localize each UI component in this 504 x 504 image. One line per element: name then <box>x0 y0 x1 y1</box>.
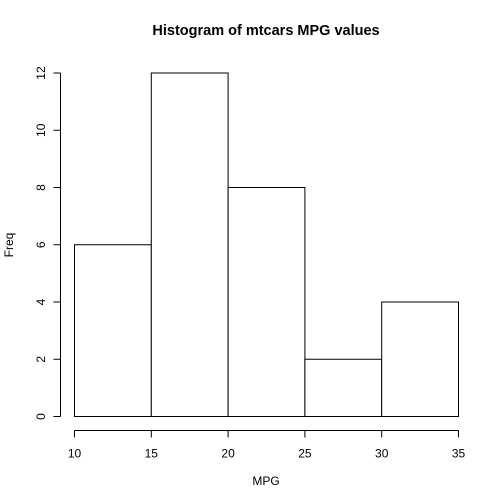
y-tick-label: 2 <box>34 356 48 363</box>
chart-title: Histogram of mtcars MPG values <box>152 23 379 39</box>
x-tick-label: 15 <box>145 447 159 461</box>
histogram-bar-4 <box>304 358 383 417</box>
y-tick-label: 12 <box>34 66 48 80</box>
y-tick-label: 8 <box>34 184 48 191</box>
bars-group <box>74 72 460 417</box>
x-tick-label: 35 <box>452 447 466 461</box>
y-axis: 0 2 4 6 8 10 12 <box>34 66 61 420</box>
y-tick-label: 4 <box>34 298 48 305</box>
y-tick-label: 10 <box>34 123 48 137</box>
x-tick-label: 20 <box>221 447 235 461</box>
y-tick-label: 6 <box>34 241 48 248</box>
y-axis-label: Freq <box>2 233 16 258</box>
histogram-bar-5 <box>381 301 460 417</box>
x-axis: 10 15 20 25 30 35 <box>68 430 466 461</box>
x-axis-label: MPG <box>252 474 279 488</box>
histogram-bar-3 <box>227 187 306 417</box>
y-tick-label: 0 <box>34 413 48 420</box>
x-tick-label: 30 <box>375 447 389 461</box>
histogram-bar-1 <box>74 244 152 417</box>
x-tick-label: 25 <box>298 447 312 461</box>
x-tick-label: 10 <box>68 447 82 461</box>
histogram-bar-2 <box>150 72 229 417</box>
